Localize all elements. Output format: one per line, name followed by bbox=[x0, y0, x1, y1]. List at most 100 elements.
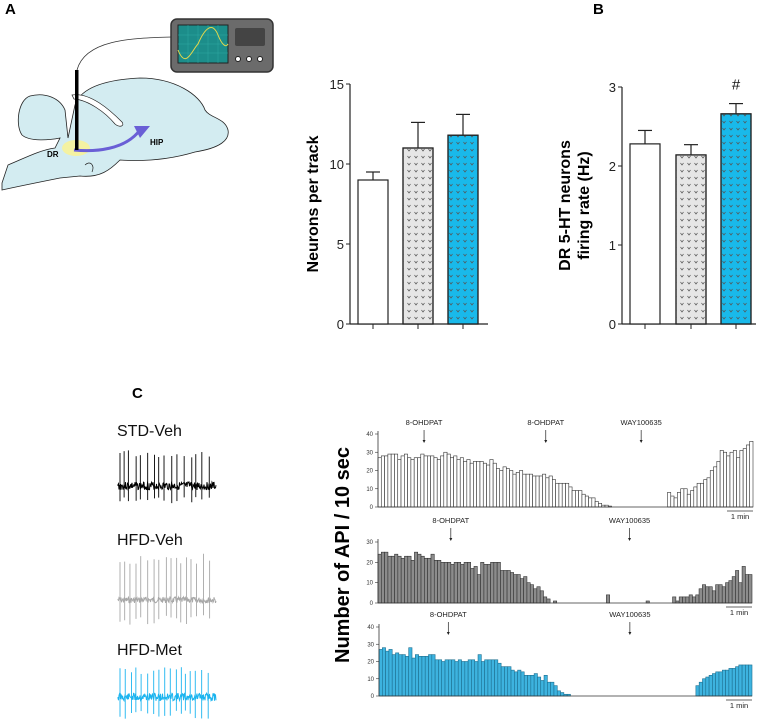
histogram-bin bbox=[715, 584, 720, 604]
trace-baseline bbox=[117, 480, 217, 491]
trace-hfd-met: HFD-Met bbox=[117, 642, 217, 719]
histogram-bin bbox=[410, 559, 415, 604]
histogram-bin bbox=[729, 451, 734, 508]
histogram-bin bbox=[427, 455, 431, 508]
histogram-bin bbox=[420, 453, 425, 508]
histogram-bin bbox=[497, 662, 502, 697]
histogram-bin bbox=[711, 590, 716, 604]
histogram-bin bbox=[440, 455, 445, 508]
histogram-bin bbox=[473, 461, 477, 508]
histogram-bin bbox=[746, 444, 751, 508]
y-tick-label: 15 bbox=[330, 77, 344, 92]
histogram-bin bbox=[506, 570, 511, 604]
y-tick-label: 20 bbox=[367, 660, 374, 666]
histogram-bin bbox=[695, 685, 700, 697]
histogram-bin bbox=[721, 669, 726, 697]
histogram-bin bbox=[702, 584, 706, 604]
histogram-bin bbox=[542, 473, 547, 508]
histogram-bin bbox=[377, 553, 382, 604]
histogram-bin bbox=[397, 459, 402, 508]
histogram-bin bbox=[438, 659, 443, 697]
histogram-bin bbox=[725, 582, 730, 604]
trace-label: HFD-Veh bbox=[117, 532, 183, 549]
histogram-bin bbox=[723, 451, 727, 508]
event-label: 8-OHDPAT bbox=[527, 418, 564, 427]
histogram-bin bbox=[698, 681, 703, 697]
histogram-bin bbox=[423, 455, 428, 508]
projection-arrow bbox=[73, 129, 142, 153]
y-tick-label: 0 bbox=[337, 317, 344, 332]
histogram-bin bbox=[543, 596, 548, 604]
histogram-bin bbox=[500, 666, 505, 697]
histogram-bin bbox=[516, 574, 521, 604]
histogram-bin bbox=[529, 473, 533, 508]
y-tick-label: 0 bbox=[370, 505, 374, 511]
histogram-bin bbox=[463, 461, 468, 508]
histogram-bin bbox=[705, 586, 710, 604]
histogram-bin bbox=[436, 459, 441, 508]
histogram-bin bbox=[517, 669, 522, 697]
histogram-bin bbox=[709, 470, 714, 508]
histogram-bin bbox=[430, 455, 435, 508]
histogram-bin bbox=[515, 472, 520, 508]
histogram-bin bbox=[484, 659, 489, 697]
histogram-bin bbox=[702, 678, 707, 697]
histogram-bin bbox=[447, 562, 452, 604]
histogram-bin bbox=[476, 574, 481, 604]
histogram-bin bbox=[718, 671, 723, 697]
histogram-bin bbox=[520, 578, 524, 604]
y-axis-label: DR 5-HT neurons firing rate (Hz) bbox=[557, 140, 593, 271]
histogram-bin bbox=[453, 455, 458, 508]
histogram-bin bbox=[457, 659, 462, 697]
histogram-bin bbox=[467, 562, 471, 604]
histogram-bin bbox=[377, 457, 382, 508]
histogram-bin bbox=[450, 457, 454, 508]
histogram-bin bbox=[696, 482, 701, 508]
histogram-bin bbox=[575, 490, 579, 508]
histogram-bin bbox=[428, 654, 433, 697]
scale-bar-label: 1 min bbox=[730, 701, 748, 710]
trace-label: HFD-Met bbox=[117, 642, 182, 659]
histogram-bin bbox=[728, 668, 733, 697]
histogram-bin bbox=[494, 659, 499, 697]
histogram-bin bbox=[688, 594, 693, 604]
histogram-bin bbox=[400, 557, 405, 604]
histogram-bin bbox=[437, 559, 442, 604]
histogram-bin bbox=[505, 468, 510, 508]
histogram-bin bbox=[420, 555, 425, 604]
histogram-bin bbox=[546, 598, 551, 604]
histogram-bin bbox=[725, 669, 730, 697]
histogram-bin bbox=[424, 557, 428, 604]
histogram-bin bbox=[741, 664, 746, 697]
bar-pattern bbox=[675, 154, 707, 325]
trace-baseline bbox=[117, 595, 217, 605]
histogram-bin bbox=[591, 497, 596, 508]
histogram-bin bbox=[533, 673, 538, 697]
histogram-bin bbox=[408, 647, 413, 697]
histogram-bin bbox=[678, 596, 683, 604]
y-tick-label: 40 bbox=[366, 432, 373, 438]
histogram-bin bbox=[535, 475, 540, 508]
histogram-bin bbox=[443, 562, 448, 604]
histogram-bin bbox=[387, 453, 392, 508]
scale-bar-label: 1 min bbox=[731, 512, 749, 521]
bar-pattern bbox=[447, 134, 479, 325]
bar-pattern bbox=[402, 147, 434, 325]
histogram-bin bbox=[594, 501, 599, 508]
histogram-bin bbox=[503, 570, 508, 604]
histogram-bin bbox=[677, 492, 681, 508]
trace-hfd-veh: HFD-Veh bbox=[117, 532, 217, 625]
histogram-std-veh: 0 10 20 30 40 8-OHDPAT 8-OHDPAT WAY100635 1 min bbox=[366, 418, 754, 521]
histogram-bin bbox=[550, 681, 555, 697]
histogram-bin bbox=[467, 659, 472, 697]
histogram-bin bbox=[456, 459, 461, 508]
histogram-bin bbox=[749, 440, 754, 508]
y-tick-label: 10 bbox=[366, 487, 373, 493]
histogram-bin bbox=[520, 671, 525, 697]
histogram-bin bbox=[519, 470, 524, 508]
histogram-bin bbox=[397, 555, 402, 604]
histogram-bin bbox=[443, 451, 448, 508]
dr-label: DR bbox=[47, 150, 59, 159]
y-tick-label: 10 bbox=[330, 157, 344, 172]
